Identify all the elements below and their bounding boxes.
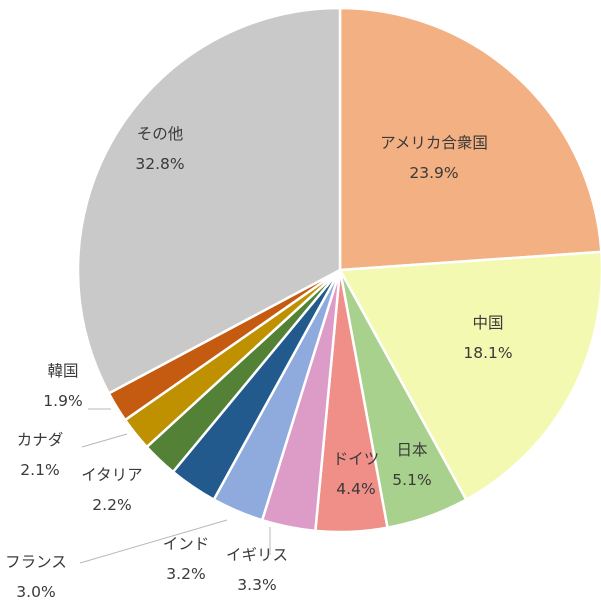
slice-0-category-label: アメリカ合衆国 [380,134,488,152]
slice-10-category-label: その他 [137,125,184,143]
slice-labels: アメリカ合衆国 23.9% 中国 18.1% 日本 5.1% ドイツ 4.4% イギリス 3.3%… [5,125,512,601]
slice-0-wedge [338,6,601,272]
slice-0-value-label: 23.9% [409,164,458,182]
slice-1-wedge [337,250,601,502]
slice-9-category-label: 韓国 [47,362,78,380]
slice-2-category-label: 日本 [396,441,427,459]
slice-6-value-label: 3.0% [16,583,55,601]
slice-1-category-label: 中国 [472,314,503,332]
slice-10-wedge [76,6,342,396]
slice-1-value-label: 18.1% [463,344,512,362]
slice-6-category-label: フランス [5,553,67,571]
slice-6-leader-line [79,519,228,564]
pie-slices [76,6,601,534]
slice-5-category-label: インド [163,535,210,553]
slice-3-category-label: ドイツ [333,450,380,468]
slice-8-category-label: カナダ [17,431,64,449]
slice-4-value-label: 3.3% [237,576,276,594]
slice-8-leader-line [81,433,128,448]
slice-5-value-label: 3.2% [166,565,205,583]
slice-9-value-label: 1.9% [43,392,82,410]
slice-3-value-label: 4.4% [336,480,375,498]
slice-4-category-label: イギリス [226,546,288,564]
slice-7-value-label: 2.2% [92,496,131,514]
leader-lines [79,408,271,564]
slice-8-value-label: 2.1% [20,461,59,479]
slice-2-value-label: 5.1% [392,471,431,489]
slice-7-category-label: イタリア [81,466,142,484]
slice-10-value-label: 32.8% [135,155,184,173]
